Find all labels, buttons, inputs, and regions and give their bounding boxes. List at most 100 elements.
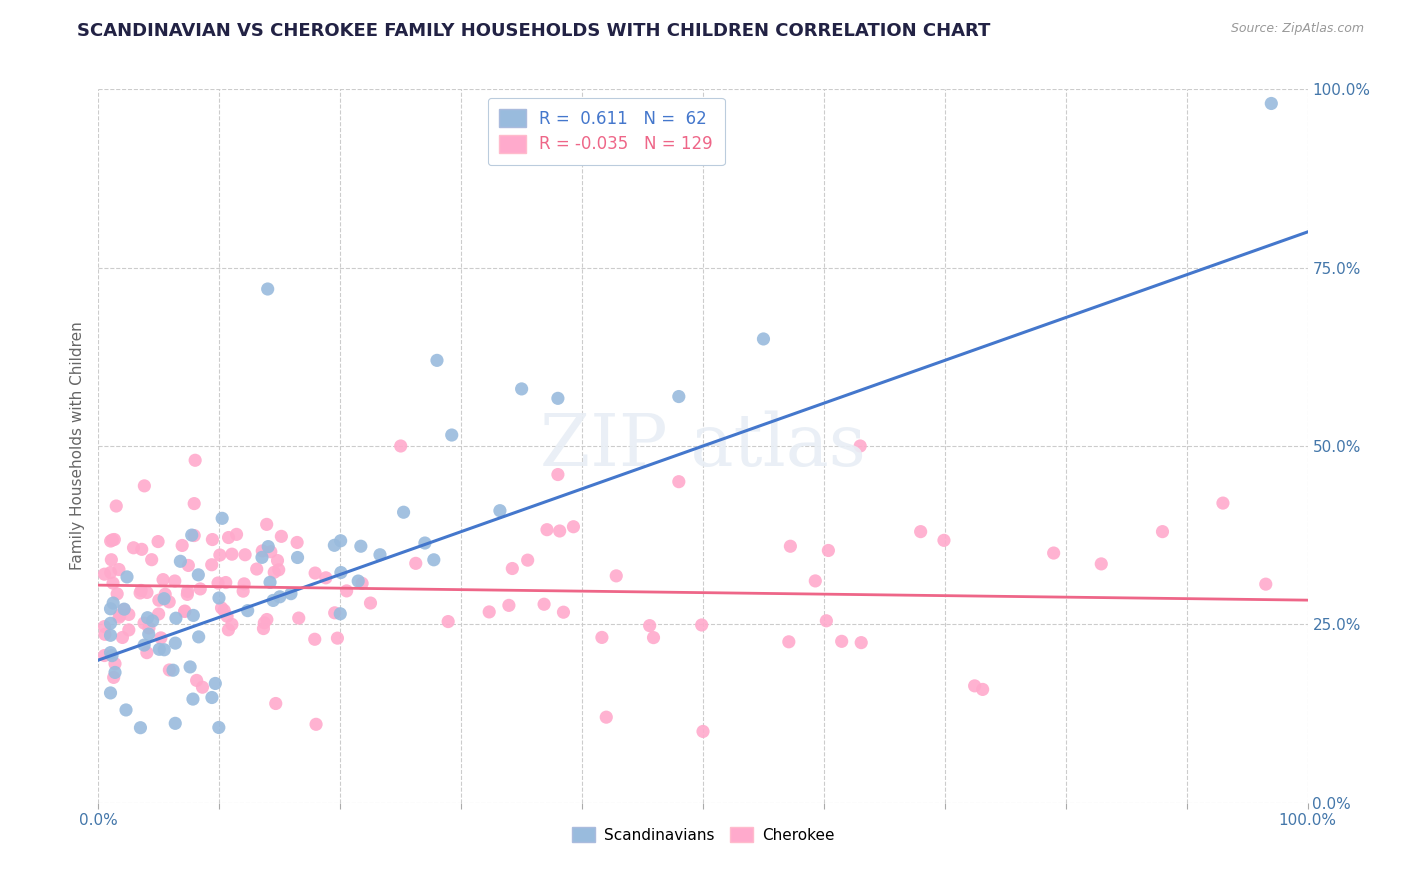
Point: [910, 524, 932, 539]
Point: [93, 648, 115, 663]
Point: [187, 630, 209, 644]
Point: [122, 541, 145, 555]
Point: [169, 554, 191, 568]
Point: [257, 540, 280, 554]
Point: [138, 627, 160, 641]
Point: [426, 353, 449, 368]
Point: [100, 686, 122, 700]
Point: [236, 604, 259, 618]
Point: [100, 566, 122, 580]
Text: Source: ZipAtlas.com: Source: ZipAtlas.com: [1230, 22, 1364, 36]
Point: [101, 576, 124, 591]
Point: [437, 615, 460, 629]
Point: [347, 574, 370, 588]
Point: [136, 585, 159, 599]
Point: [329, 607, 352, 621]
Point: [595, 710, 617, 724]
Point: [269, 590, 291, 604]
Point: [605, 569, 627, 583]
Point: [389, 439, 412, 453]
Point: [162, 663, 184, 677]
Point: [972, 682, 994, 697]
Point: [187, 567, 209, 582]
Point: [129, 586, 152, 600]
Point: [256, 282, 278, 296]
Point: [165, 611, 187, 625]
Point: [132, 616, 155, 631]
Point: [108, 608, 131, 623]
Point: [350, 539, 373, 553]
Point: [211, 511, 233, 525]
Point: [112, 602, 135, 616]
Point: [179, 660, 201, 674]
Point: [270, 529, 292, 543]
Point: [315, 571, 337, 585]
Point: [287, 611, 309, 625]
Point: [516, 553, 538, 567]
Point: [326, 631, 349, 645]
Point: [172, 539, 194, 553]
Point: [963, 679, 986, 693]
Point: [547, 392, 569, 406]
Point: [262, 593, 284, 607]
Point: [817, 543, 839, 558]
Point: [536, 523, 558, 537]
Point: [165, 636, 187, 650]
Point: [368, 548, 391, 562]
Point: [1090, 557, 1112, 571]
Point: [115, 570, 138, 584]
Point: [118, 607, 141, 622]
Point: [184, 453, 207, 467]
Point: [93, 567, 115, 582]
Point: [131, 542, 153, 557]
Point: [201, 558, 224, 572]
Point: [252, 544, 274, 558]
Point: [221, 547, 243, 561]
Point: [489, 504, 512, 518]
Point: [256, 517, 278, 532]
Point: [100, 553, 122, 567]
Point: [440, 428, 463, 442]
Point: [250, 550, 273, 565]
Point: [280, 587, 302, 601]
Point: [1254, 577, 1277, 591]
Point: [323, 606, 346, 620]
Point: [232, 584, 254, 599]
Point: [264, 697, 287, 711]
Point: [215, 575, 238, 590]
Point: [259, 575, 281, 590]
Point: [191, 680, 214, 694]
Point: [153, 587, 176, 601]
Y-axis label: Family Households with Children: Family Households with Children: [69, 322, 84, 570]
Point: [135, 646, 157, 660]
Point: [201, 690, 224, 705]
Point: [100, 628, 122, 642]
Point: [103, 670, 125, 684]
Point: [323, 538, 346, 552]
Point: [547, 467, 569, 482]
Point: [204, 676, 226, 690]
Legend: Scandinavians, Cherokee: Scandinavians, Cherokee: [565, 821, 841, 848]
Point: [1212, 496, 1234, 510]
Point: [266, 553, 288, 567]
Point: [153, 591, 176, 606]
Point: [932, 533, 955, 548]
Point: [498, 599, 520, 613]
Point: [360, 596, 382, 610]
Point: [692, 724, 714, 739]
Point: [221, 617, 243, 632]
Point: [146, 534, 169, 549]
Point: [100, 646, 122, 660]
Point: [217, 609, 239, 624]
Point: [183, 497, 205, 511]
Point: [181, 692, 204, 706]
Point: [304, 566, 326, 580]
Point: [233, 548, 256, 562]
Point: [252, 622, 274, 636]
Point: [157, 595, 180, 609]
Point: [180, 528, 202, 542]
Point: [111, 631, 134, 645]
Point: [100, 616, 122, 631]
Point: [668, 390, 690, 404]
Point: [201, 533, 224, 547]
